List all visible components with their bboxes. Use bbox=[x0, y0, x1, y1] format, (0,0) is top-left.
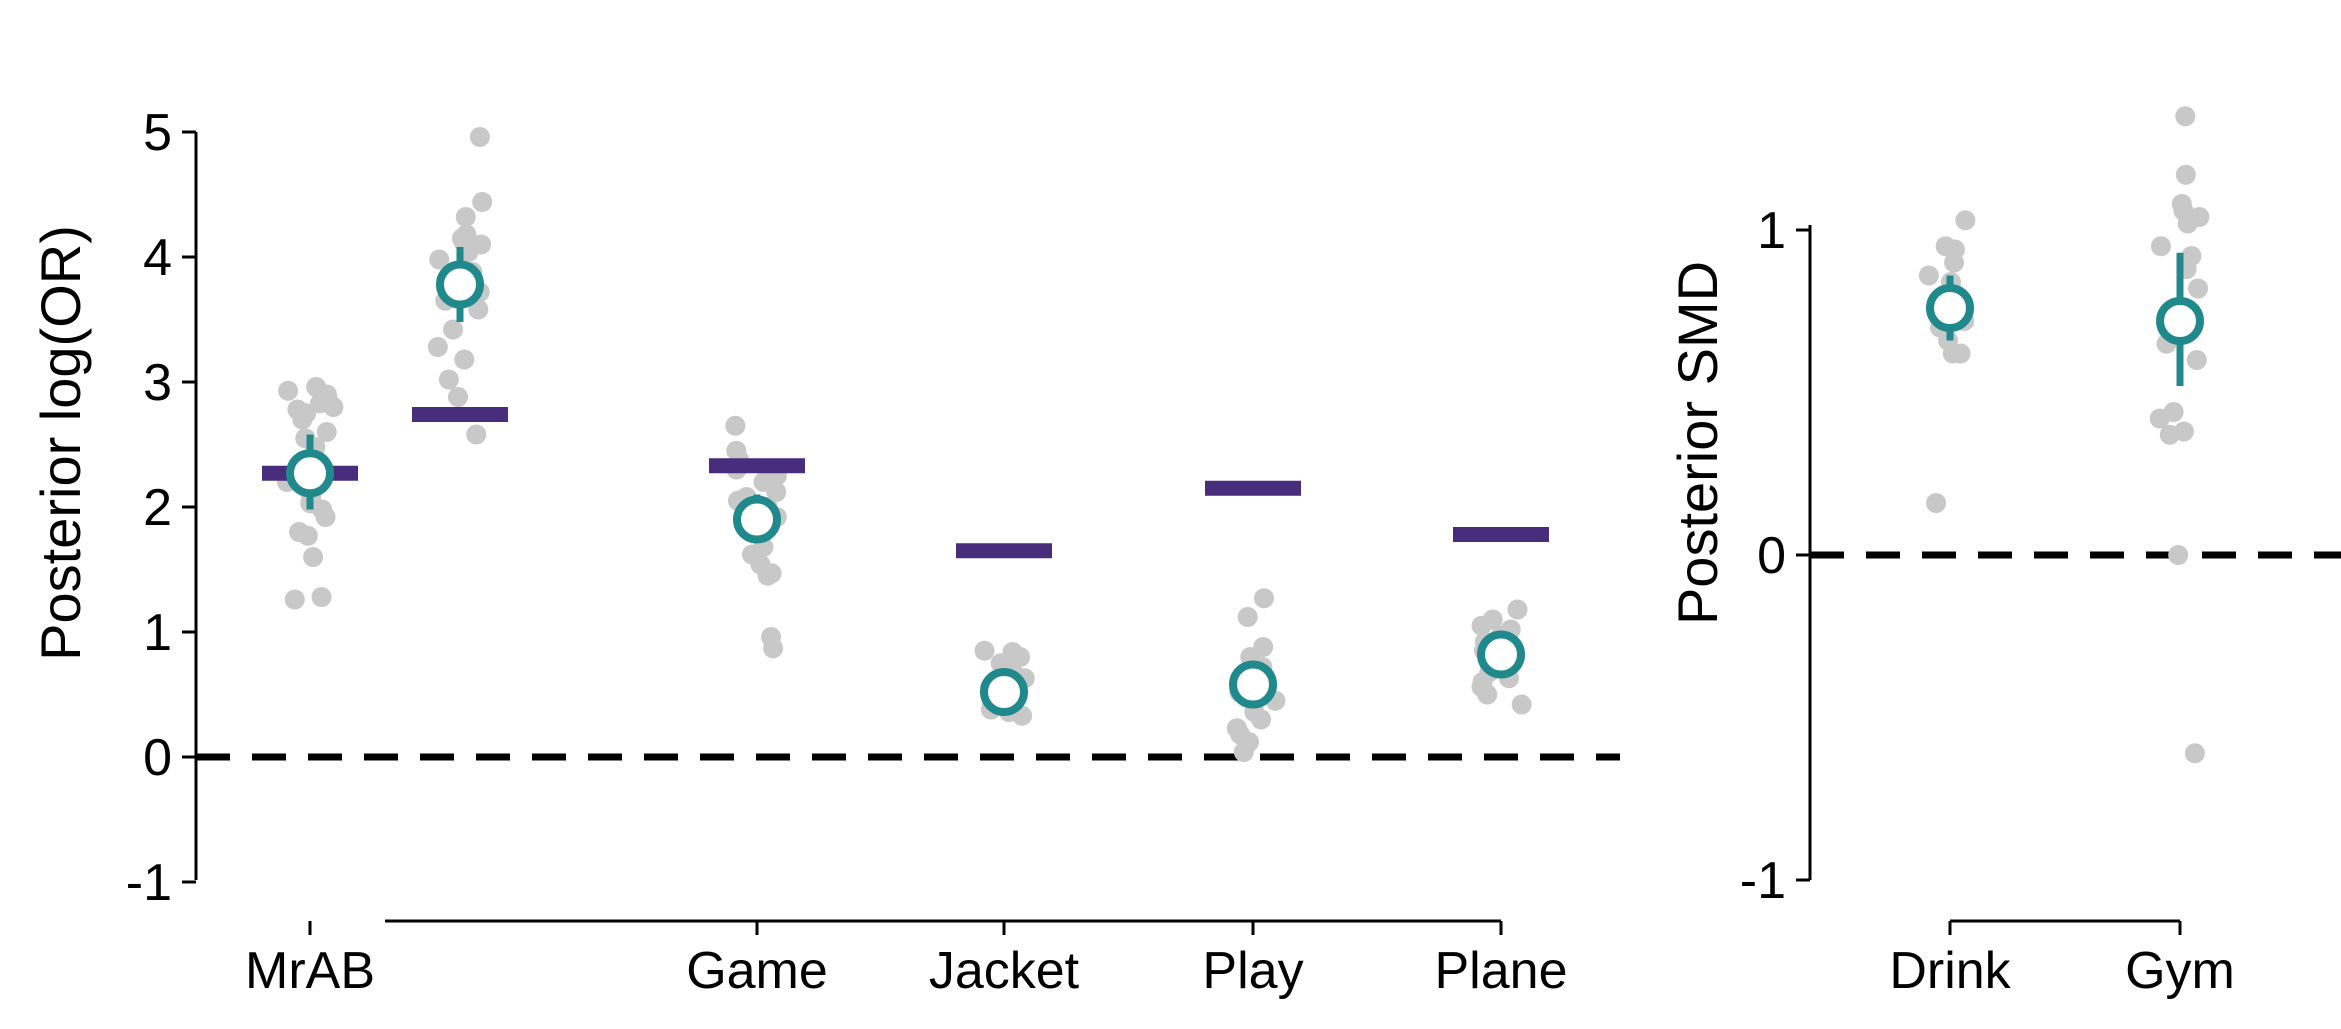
individual-point bbox=[2173, 421, 2194, 442]
individual-point bbox=[303, 547, 324, 567]
individual-point bbox=[726, 440, 747, 461]
individual-point bbox=[278, 380, 299, 401]
individual-point bbox=[2171, 194, 2192, 214]
y-axis-title-right: Posterior SMD bbox=[1666, 261, 1729, 625]
y-tick-label: 1 bbox=[143, 604, 172, 662]
posterior-mean-point bbox=[1926, 284, 1974, 332]
y-tick-label: 0 bbox=[143, 729, 172, 787]
left-panel-or: Posterior log(OR) -1 0 1 2 3 4 5 MrAB Game Jacket… bbox=[29, 104, 1620, 1000]
individual-point bbox=[469, 127, 490, 147]
individual-point bbox=[2175, 106, 2196, 127]
individual-point bbox=[448, 387, 469, 407]
individual-point bbox=[1226, 718, 1247, 739]
individual-point bbox=[2189, 207, 2210, 227]
posterior-mean-point bbox=[733, 495, 781, 544]
individual-point bbox=[443, 319, 464, 340]
individual-point bbox=[761, 627, 782, 647]
individual-point bbox=[2184, 743, 2205, 764]
individual-point bbox=[1511, 694, 1532, 715]
individual-point bbox=[455, 207, 476, 227]
individual-point bbox=[1482, 609, 1503, 630]
posterior-mean-point bbox=[1477, 630, 1525, 679]
individual-point bbox=[284, 589, 305, 610]
y-tick-label: 2 bbox=[143, 479, 172, 537]
individual-point bbox=[974, 640, 995, 661]
individual-point bbox=[472, 192, 493, 212]
individual-point bbox=[2175, 164, 2196, 185]
individual-point bbox=[1002, 642, 1023, 662]
individual-point bbox=[1507, 599, 1528, 620]
individual-point bbox=[427, 337, 448, 357]
y-tick-label: -1 bbox=[126, 854, 172, 912]
y-tick-label: 3 bbox=[143, 354, 172, 412]
x-tick-label-gym: Gym bbox=[2125, 942, 2235, 1000]
individual-point bbox=[2150, 236, 2171, 257]
x-tick-label-game: Game bbox=[686, 942, 828, 1000]
individual-point bbox=[289, 522, 310, 542]
individual-point bbox=[1955, 210, 1976, 231]
x-tick-label-jacket: Jacket bbox=[929, 942, 1080, 1000]
individual-point bbox=[456, 224, 477, 245]
individual-point bbox=[2168, 545, 2189, 565]
x-tick-label-play: Play bbox=[1202, 942, 1303, 1000]
y-axis-title-left: Posterior log(OR) bbox=[29, 225, 92, 661]
individual-point bbox=[2163, 402, 2184, 422]
individual-point bbox=[1935, 236, 1956, 257]
posterior-mean-point bbox=[2156, 297, 2204, 345]
posterior-mean-point bbox=[980, 668, 1028, 716]
individual-point bbox=[1918, 265, 1939, 286]
posterior-mean-point bbox=[286, 449, 334, 498]
individual-point bbox=[1254, 588, 1275, 609]
y-tick-label: -1 bbox=[1740, 852, 1786, 910]
individual-point bbox=[725, 415, 746, 436]
individual-point bbox=[287, 399, 308, 420]
individual-point bbox=[438, 369, 459, 390]
y-tick-label: 5 bbox=[143, 104, 172, 162]
y-tick-label: 1 bbox=[1757, 202, 1786, 260]
individual-point bbox=[306, 377, 327, 397]
individual-point bbox=[311, 587, 332, 607]
right-panel-smd: Posterior SMD -1 0 1 Drink Gym bbox=[1666, 106, 2341, 1000]
individual-point bbox=[316, 422, 337, 442]
individual-point bbox=[471, 234, 492, 255]
individual-point bbox=[2181, 246, 2202, 266]
y-tick-label: 0 bbox=[1757, 527, 1786, 585]
x-tick-label-plane: Plane bbox=[1435, 942, 1568, 1000]
individual-point bbox=[468, 299, 489, 320]
x-tick-label-drink: Drink bbox=[1889, 942, 2011, 1000]
x-tick-label-mrab: MrAB bbox=[245, 942, 375, 1000]
individual-point bbox=[466, 424, 487, 445]
posterior-mean-point bbox=[436, 260, 484, 309]
individual-point bbox=[429, 249, 450, 270]
y-tick-label: 4 bbox=[143, 229, 172, 287]
individual-point bbox=[2186, 350, 2207, 370]
individual-point bbox=[2188, 278, 2209, 299]
individual-point bbox=[1926, 493, 1947, 513]
posterior-mean-point bbox=[1229, 660, 1277, 709]
individual-point bbox=[1253, 637, 1274, 657]
individual-point bbox=[1237, 607, 1258, 627]
individual-point bbox=[454, 349, 475, 370]
